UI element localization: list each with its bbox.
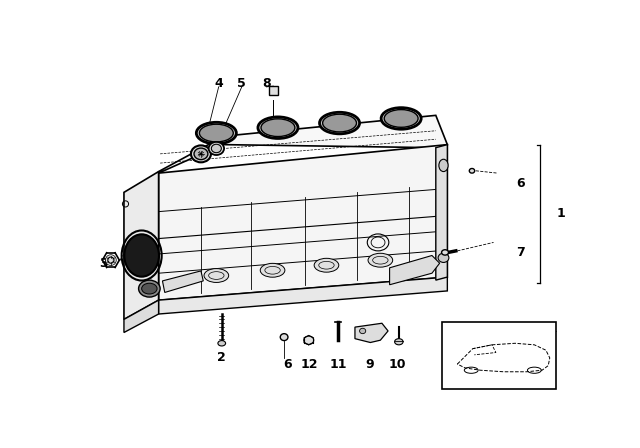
Ellipse shape [191, 146, 211, 162]
Ellipse shape [258, 117, 298, 138]
Ellipse shape [218, 340, 225, 346]
Ellipse shape [280, 334, 288, 340]
Text: 00001028: 00001028 [474, 379, 524, 389]
Ellipse shape [360, 328, 365, 334]
Polygon shape [355, 323, 388, 343]
Ellipse shape [106, 255, 116, 266]
Polygon shape [124, 172, 159, 319]
Polygon shape [159, 145, 447, 300]
Ellipse shape [196, 122, 236, 144]
Ellipse shape [395, 339, 403, 345]
Ellipse shape [211, 144, 221, 153]
Text: 3: 3 [99, 257, 108, 270]
Ellipse shape [438, 253, 449, 263]
Text: 4: 4 [214, 77, 223, 90]
Ellipse shape [209, 142, 224, 155]
Text: 7: 7 [516, 246, 525, 259]
Text: 1: 1 [557, 207, 566, 220]
Ellipse shape [368, 253, 393, 267]
Ellipse shape [139, 280, 160, 297]
Polygon shape [159, 277, 447, 314]
Ellipse shape [442, 250, 449, 255]
Text: 6: 6 [516, 177, 525, 190]
Polygon shape [390, 255, 440, 285]
Text: 10: 10 [388, 358, 406, 370]
Polygon shape [163, 271, 204, 293]
Ellipse shape [204, 269, 228, 282]
Ellipse shape [304, 336, 314, 345]
Text: 5: 5 [237, 77, 246, 90]
Text: 9: 9 [365, 358, 374, 370]
Ellipse shape [439, 159, 448, 172]
Polygon shape [124, 300, 159, 332]
Bar [442, 322, 556, 389]
Text: 11: 11 [330, 358, 348, 370]
Ellipse shape [384, 110, 418, 127]
Polygon shape [436, 145, 447, 280]
Polygon shape [159, 116, 447, 173]
Ellipse shape [469, 168, 475, 173]
Ellipse shape [124, 234, 159, 277]
Ellipse shape [314, 258, 339, 272]
Bar [269, 86, 278, 95]
Ellipse shape [381, 108, 421, 129]
Ellipse shape [260, 263, 285, 277]
Text: 2: 2 [218, 351, 226, 364]
Ellipse shape [141, 283, 157, 294]
Ellipse shape [323, 114, 356, 132]
Text: 12: 12 [301, 358, 318, 370]
Text: 8: 8 [262, 77, 271, 90]
Ellipse shape [194, 148, 208, 159]
Ellipse shape [261, 119, 295, 137]
Ellipse shape [319, 112, 360, 134]
Ellipse shape [200, 124, 234, 142]
Text: 6: 6 [284, 358, 292, 370]
